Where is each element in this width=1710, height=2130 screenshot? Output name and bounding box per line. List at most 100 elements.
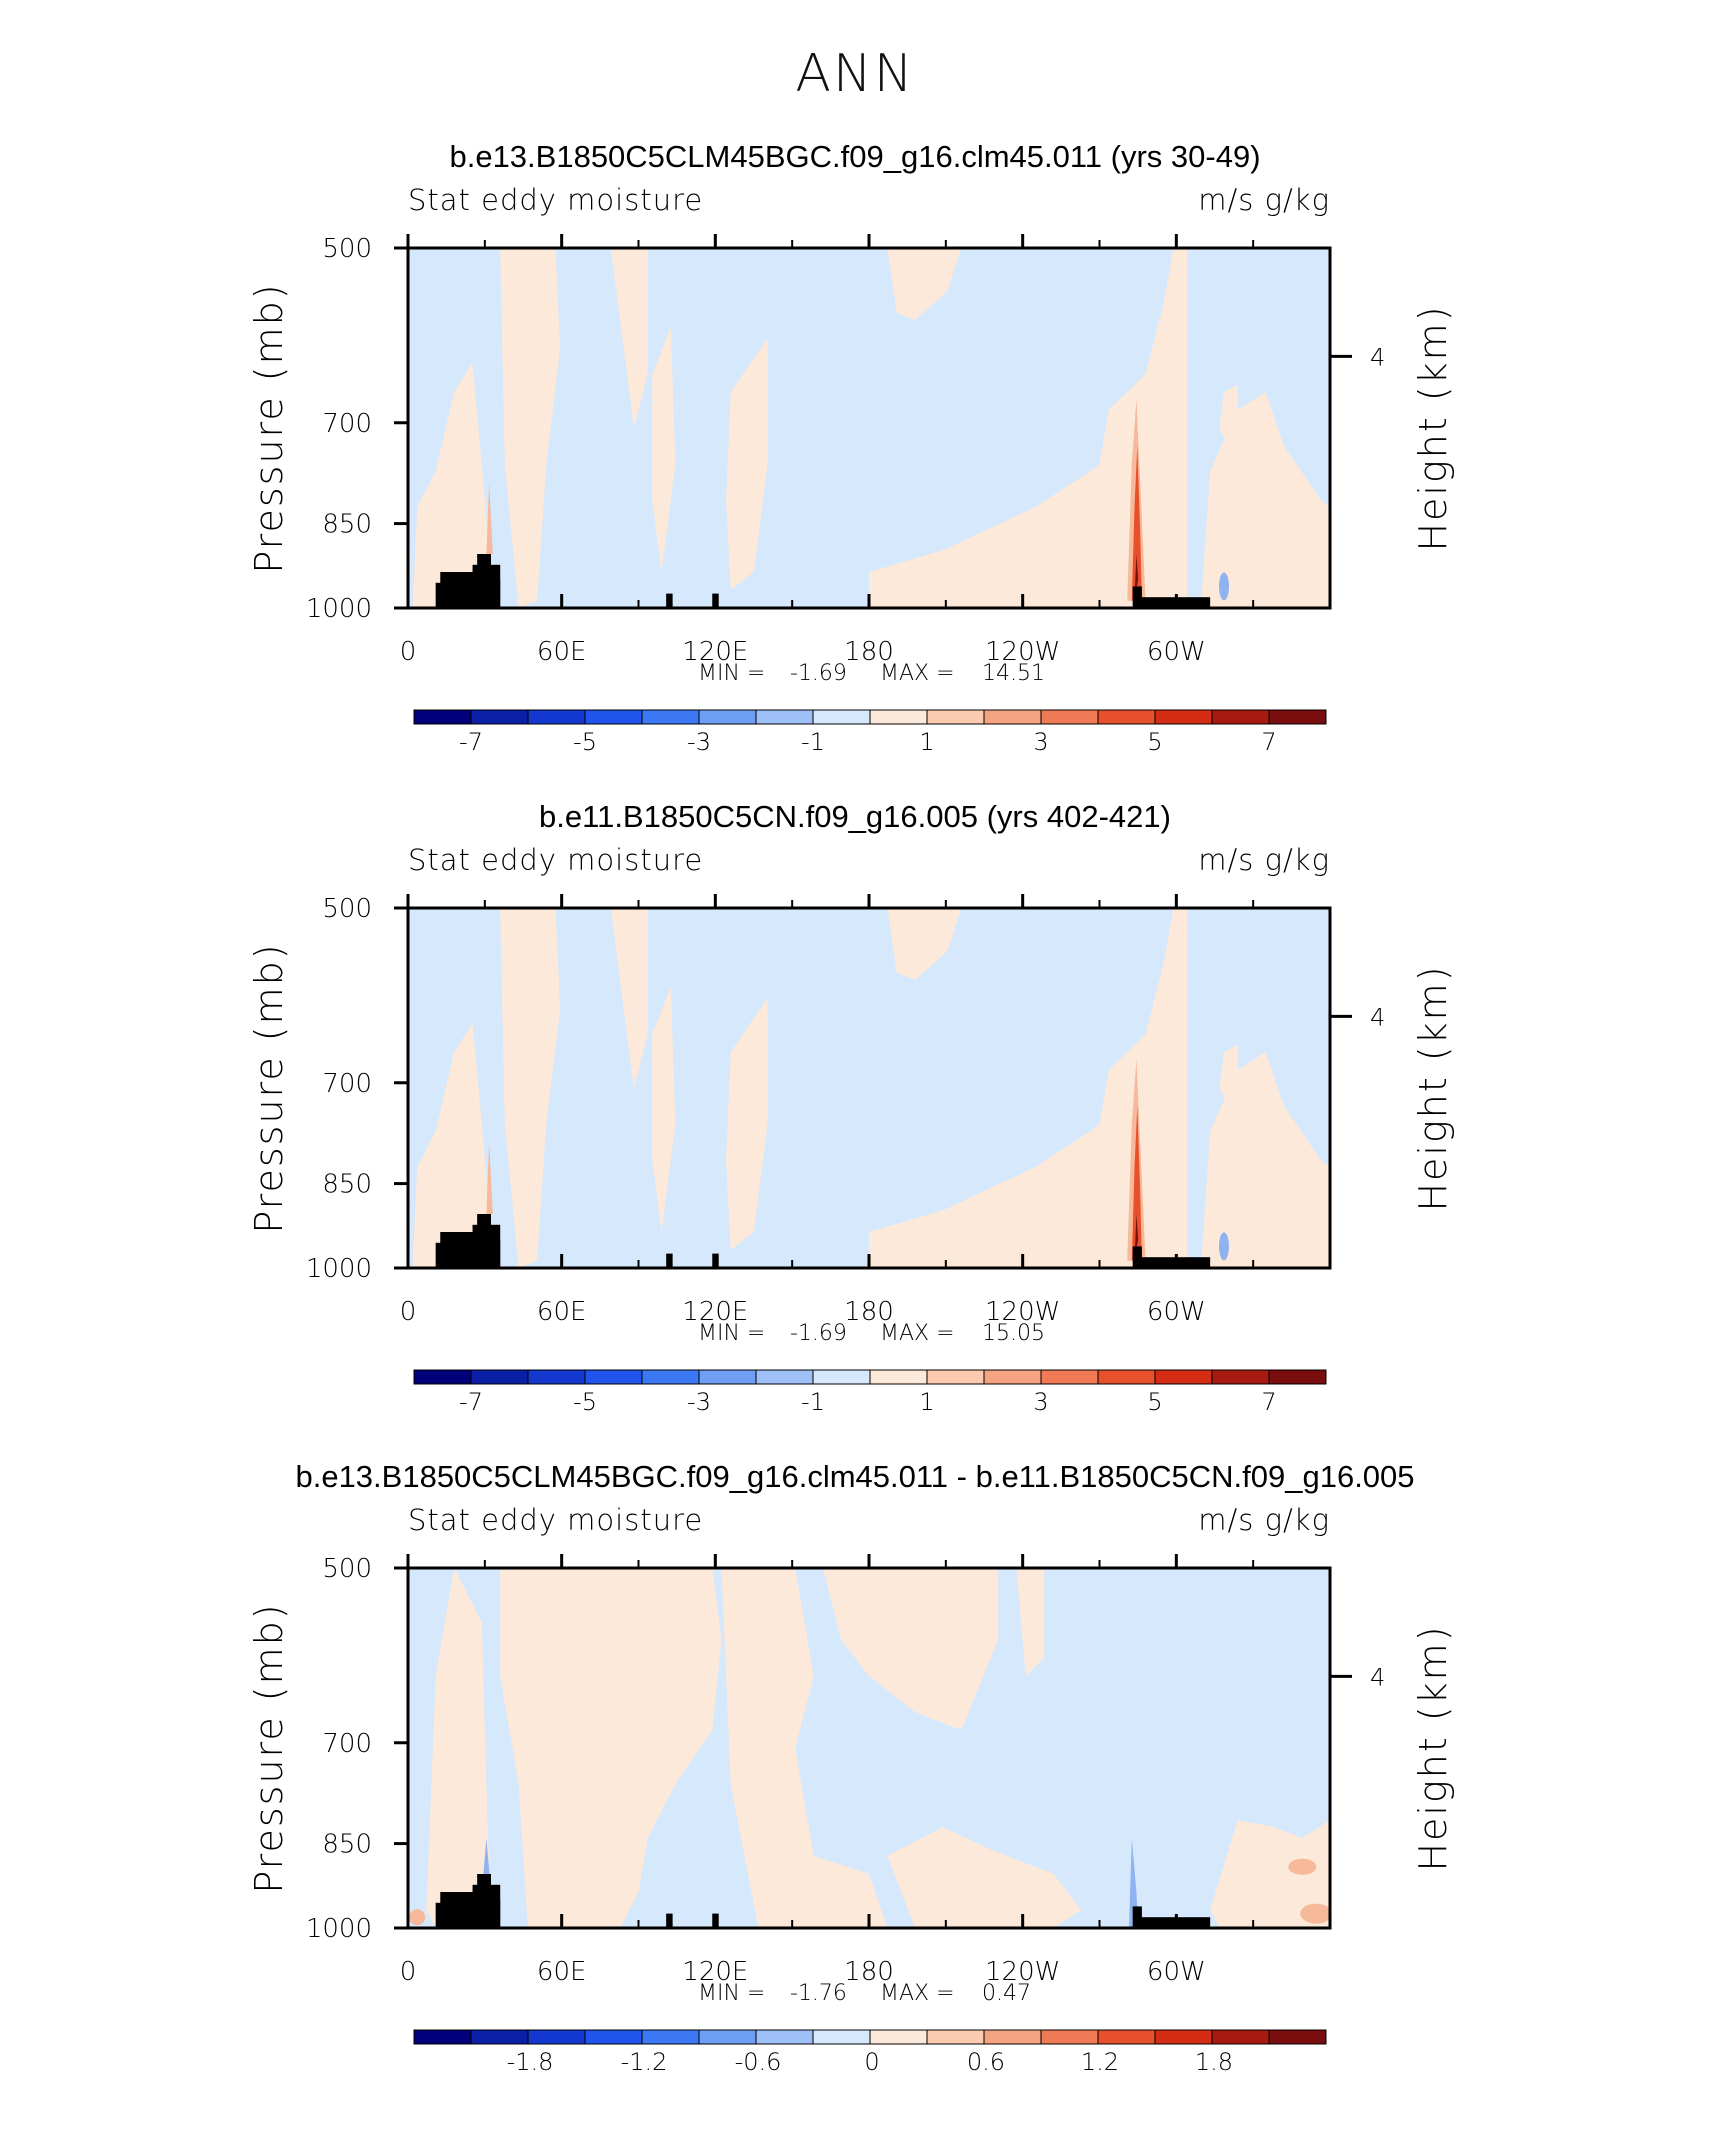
- y-tick-label: 500: [322, 894, 372, 924]
- panel-2: b.e11.B1850C5CN.f09_g16.005 (yrs 402-421…: [247, 799, 1455, 1416]
- colorbar-bin: [1211, 1369, 1270, 1385]
- y-tick-label: 500: [322, 234, 372, 264]
- x-tick-label: 120W: [985, 1957, 1060, 1987]
- x-tick-label: 0: [400, 1957, 417, 1987]
- colorbar-bin: [470, 2029, 529, 2045]
- contour-fields: [409, 1568, 1330, 1928]
- variable-label: Stat eddy moisture: [408, 183, 703, 217]
- negative-contour-spot: [1129, 1838, 1139, 1928]
- colorbar-bin: [1211, 709, 1270, 725]
- colorbar-bin: [641, 1369, 700, 1385]
- colorbar-bin: [527, 1369, 586, 1385]
- colorbar-bin: [869, 2029, 928, 2045]
- colorbar-bin: [527, 709, 586, 725]
- x-tick-label: 0: [400, 637, 417, 667]
- colorbar-label: -7: [459, 1388, 483, 1416]
- x-tick-label: 60W: [1147, 1297, 1206, 1327]
- colorbar-bin: [926, 1369, 985, 1385]
- positive-contour-region: [412, 1023, 491, 1268]
- colorbar-bin: [1268, 2029, 1327, 2045]
- terrain-mask: [440, 1232, 478, 1268]
- variable-label: Stat eddy moisture: [408, 1503, 703, 1537]
- x-tick-label: 180: [844, 637, 894, 667]
- positive-contour-region: [610, 248, 648, 428]
- colorbar-bin: [1097, 1369, 1156, 1385]
- colorbar-label: -1: [801, 1388, 825, 1416]
- colorbar-bin: [1040, 2029, 1099, 2045]
- y-tick-label: 850: [322, 1170, 372, 1200]
- positive-contour-region: [426, 1568, 491, 1928]
- colorbar-bin: [584, 709, 643, 725]
- positive-contour-region: [1016, 1568, 1045, 1676]
- colorbar-bin: [869, 709, 928, 725]
- x-tick-label: 60W: [1147, 637, 1206, 667]
- negative-contour-spot: [1218, 1232, 1229, 1261]
- min-label: MIN =: [698, 661, 765, 686]
- positive-contour-region: [1219, 384, 1238, 464]
- units-label: m/s g/kg: [1198, 1503, 1330, 1537]
- minor-peak-contour: [486, 1142, 493, 1214]
- colorbar-bin: [812, 709, 871, 725]
- colorbar-bin: [1097, 2029, 1156, 2045]
- colorbar-bin: [1268, 709, 1327, 725]
- max-value: 14.51: [982, 661, 1045, 686]
- negative-contour-spot: [1218, 572, 1229, 601]
- terrain-mask: [490, 1899, 501, 1928]
- positive-contour-region: [887, 1827, 1082, 1928]
- max-label: MAX =: [880, 661, 955, 686]
- colorbar-bin: [641, 709, 700, 725]
- x-tick-label: 60E: [537, 637, 587, 667]
- colorbar-label: 7: [1261, 1388, 1276, 1416]
- colorbar-bin: [812, 2029, 871, 2045]
- y-tick-label: 1000: [306, 1254, 372, 1284]
- terrain-mask: [666, 593, 673, 608]
- terrain-mask: [490, 579, 501, 608]
- panel-title: b.e11.B1850C5CN.f09_g16.005 (yrs 402-421…: [539, 799, 1171, 834]
- positive-contour-region: [500, 248, 561, 608]
- units-label: m/s g/kg: [1198, 183, 1330, 217]
- x-tick-label: 0: [400, 1297, 417, 1327]
- figure-title: ANN: [795, 44, 915, 104]
- panel-3: b.e13.B1850C5CLM45BGC.f09_g16.clm45.011 …: [247, 1459, 1455, 2076]
- colorbar-label: 0.6: [967, 2048, 1005, 2076]
- y-right-tick-label: 4: [1370, 1663, 1385, 1691]
- panel-title: b.e13.B1850C5CLM45BGC.f09_g16.clm45.011 …: [295, 1459, 1414, 1494]
- terrain-mask: [1136, 597, 1211, 608]
- x-tick-label: 60W: [1147, 1957, 1206, 1987]
- colorbar-label: -1.2: [621, 2048, 668, 2076]
- colorbar-label: 1.2: [1081, 2048, 1119, 2076]
- colorbar-label: -7: [459, 728, 483, 756]
- x-tick-label: 60E: [537, 1297, 587, 1327]
- colorbar-bin: [812, 1369, 871, 1385]
- positive-contour-spot: [1288, 1858, 1317, 1875]
- colorbar-label: -1: [801, 728, 825, 756]
- terrain-mask: [666, 1253, 673, 1268]
- colorbar-bin: [1154, 1369, 1213, 1385]
- colorbar-bin: [413, 1369, 472, 1385]
- panel-1: b.e13.B1850C5CLM45BGC.f09_g16.clm45.011 …: [247, 139, 1455, 756]
- colorbar-bin: [641, 2029, 700, 2045]
- variable-label: Stat eddy moisture: [408, 843, 703, 877]
- colorbar-bin: [413, 709, 472, 725]
- positive-contour-region: [726, 998, 768, 1250]
- colorbar-bin: [869, 1369, 928, 1385]
- peak-contour-strong: [1131, 1106, 1142, 1261]
- x-tick-label: 120E: [682, 637, 748, 667]
- colorbar-bin: [755, 1369, 814, 1385]
- colorbar-label: 1: [919, 1388, 934, 1416]
- y-right-tick-label: 4: [1370, 1003, 1385, 1031]
- units-label: m/s g/kg: [1198, 843, 1330, 877]
- positive-contour-region: [869, 248, 1188, 608]
- colorbar-label: -1.8: [507, 2048, 554, 2076]
- colorbar-bin: [584, 1369, 643, 1385]
- colorbar-bin: [1154, 2029, 1213, 2045]
- max-value: 0.47: [982, 1981, 1031, 2006]
- positive-contour-region: [887, 248, 962, 320]
- colorbar-bin: [413, 2029, 472, 2045]
- terrain-mask: [1132, 1906, 1142, 1928]
- colorbar-label: -5: [573, 728, 597, 756]
- positive-contour-region: [1210, 1820, 1330, 1928]
- colorbar-bin: [1097, 709, 1156, 725]
- y-tick-label: 500: [322, 1554, 372, 1584]
- colorbar-bin: [983, 1369, 1042, 1385]
